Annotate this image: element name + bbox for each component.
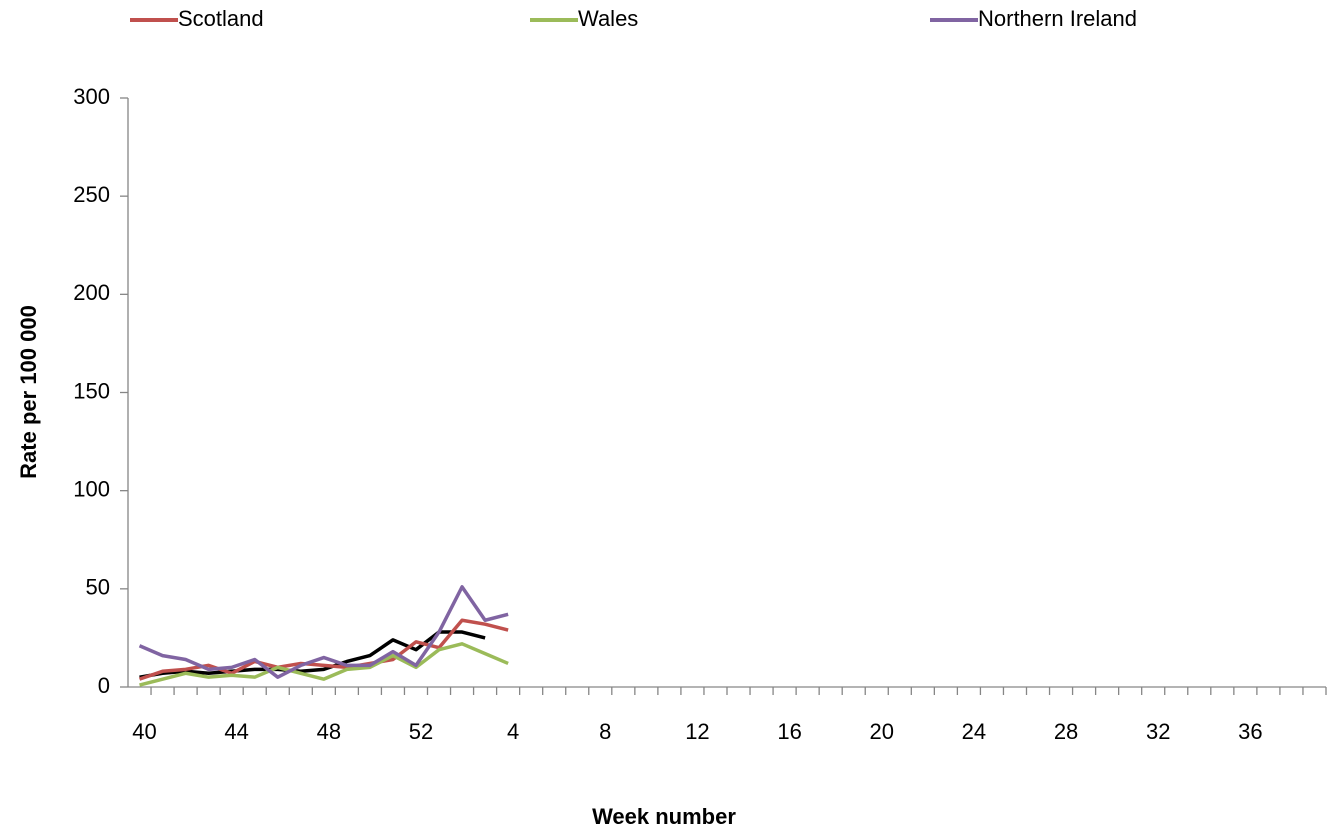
- legend-label: Wales: [578, 6, 638, 31]
- x-tick-label: 8: [599, 719, 611, 744]
- y-tick-label: 0: [98, 673, 110, 698]
- y-tick-label: 200: [73, 280, 110, 305]
- x-tick-label: 36: [1238, 719, 1262, 744]
- y-tick-label: 150: [73, 378, 110, 403]
- y-tick-label: 50: [86, 575, 110, 600]
- series-line: [138, 585, 509, 679]
- x-tick-label: 52: [409, 719, 433, 744]
- series-line: [139, 630, 486, 679]
- legend-label: Northern Ireland: [978, 6, 1137, 31]
- x-tick-label: 12: [685, 719, 709, 744]
- x-tick-label: 16: [777, 719, 801, 744]
- x-tick-label: 48: [317, 719, 341, 744]
- x-tick-label: 4: [507, 719, 519, 744]
- y-tick-label: 100: [73, 476, 110, 501]
- x-tick-label: 20: [870, 719, 894, 744]
- x-axis-title: Week number: [592, 804, 736, 829]
- y-tick-label: 300: [73, 84, 110, 109]
- series-line: [139, 642, 509, 687]
- y-axis-title: Rate per 100 000: [16, 305, 41, 479]
- legend-label: Scotland: [178, 6, 264, 31]
- x-tick-label: 24: [962, 719, 986, 744]
- x-tick-label: 44: [224, 719, 248, 744]
- x-tick-label: 28: [1054, 719, 1078, 744]
- y-tick-label: 250: [73, 182, 110, 207]
- x-tick-label: 32: [1146, 719, 1170, 744]
- x-tick-label: 40: [132, 719, 156, 744]
